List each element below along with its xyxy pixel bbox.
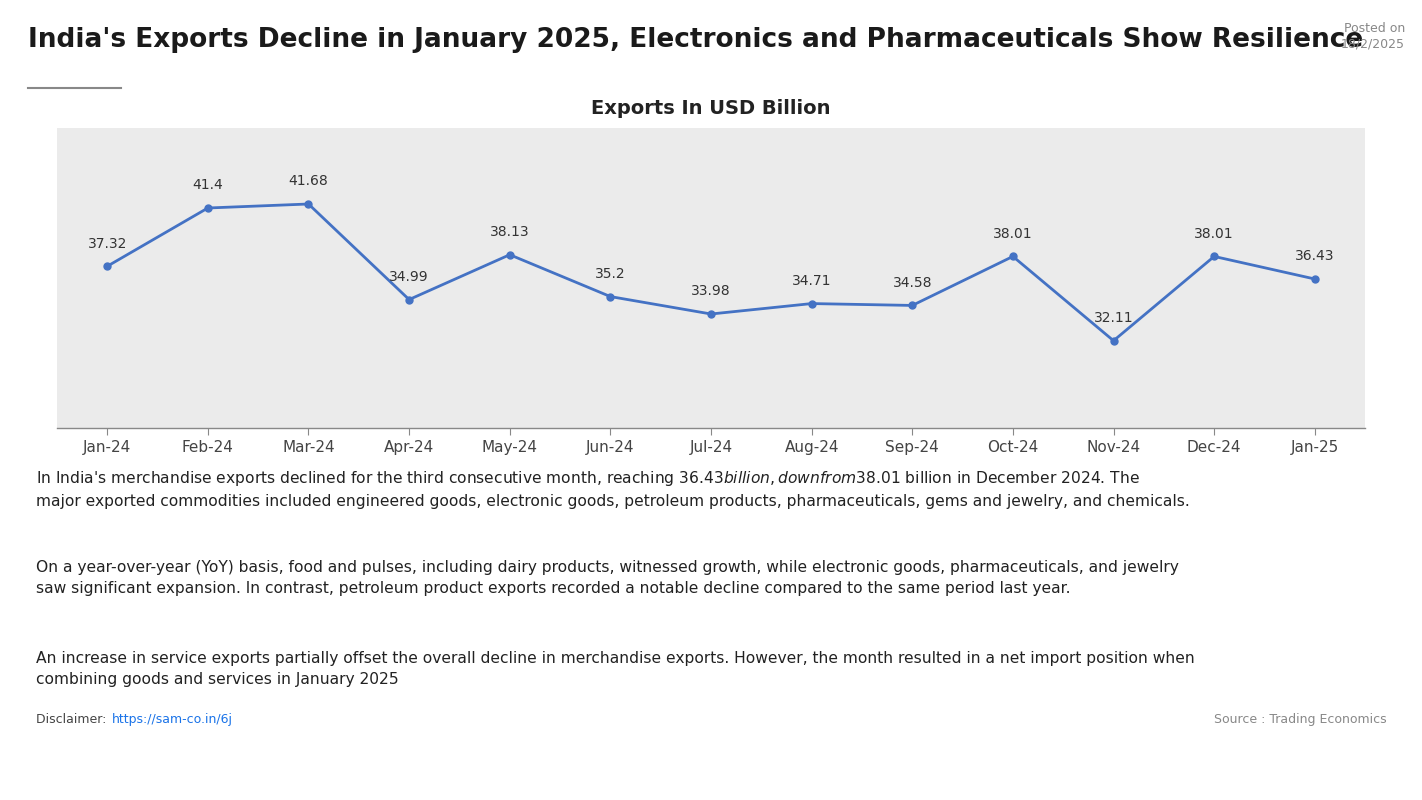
Text: On a year-over-year (YoY) basis, food and pulses, including dairy products, witn: On a year-over-year (YoY) basis, food an… — [36, 560, 1179, 597]
Text: India's Exports Decline in January 2025, Electronics and Pharmaceuticals Show Re: India's Exports Decline in January 2025,… — [28, 27, 1364, 54]
Text: An increase in service exports partially offset the overall decline in merchandi: An increase in service exports partially… — [36, 651, 1194, 687]
Text: 38.13: 38.13 — [491, 225, 529, 239]
Text: In India's merchandise exports declined for the third consecutive month, reachin: In India's merchandise exports declined … — [36, 469, 1189, 510]
Text: 38.01: 38.01 — [993, 226, 1032, 241]
Text: 38.01: 38.01 — [1194, 226, 1234, 241]
Text: ✓SAMCO: ✓SAMCO — [1276, 755, 1391, 779]
Text: 34.58: 34.58 — [893, 276, 931, 290]
Text: 37.32: 37.32 — [88, 237, 127, 250]
Text: https://sam-co.in/6j: https://sam-co.in/6j — [112, 713, 233, 726]
Text: 34.71: 34.71 — [792, 274, 832, 288]
Text: 41.4: 41.4 — [192, 178, 223, 192]
Title: Exports In USD Billion: Exports In USD Billion — [592, 99, 830, 118]
Text: 36.43: 36.43 — [1295, 250, 1335, 263]
Text: 34.99: 34.99 — [390, 270, 429, 284]
Text: 33.98: 33.98 — [691, 284, 731, 298]
Text: 41.68: 41.68 — [289, 174, 328, 188]
Text: Disclaimer:: Disclaimer: — [36, 713, 109, 726]
Text: #SAMSHOTS: #SAMSHOTS — [31, 755, 201, 779]
Text: 32.11: 32.11 — [1094, 311, 1133, 325]
Text: Source : Trading Economics: Source : Trading Economics — [1214, 713, 1386, 726]
Text: 35.2: 35.2 — [594, 267, 626, 281]
Text: Posted on
18/2/2025: Posted on 18/2/2025 — [1341, 22, 1405, 50]
